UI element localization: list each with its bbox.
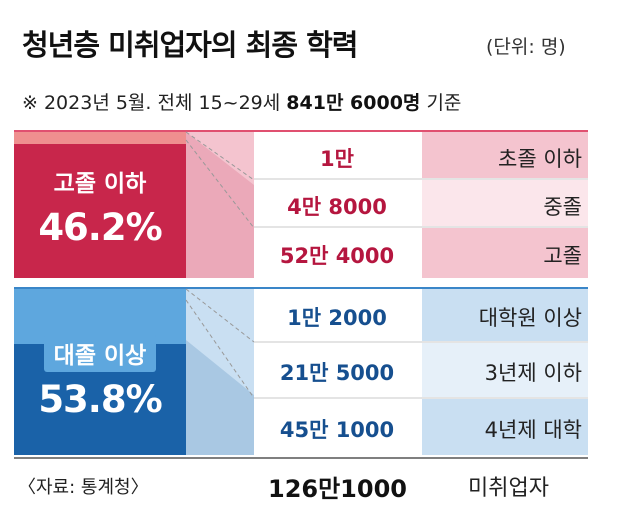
blue-cat-row-3 — [422, 399, 588, 455]
total-value: 126만1000 — [268, 475, 407, 503]
category-red-3: 고졸 — [543, 244, 582, 268]
value-blue-1: 1만 2000 — [287, 306, 387, 330]
red-group-bar — [14, 132, 186, 278]
red-group-topstrip — [14, 132, 186, 144]
value-blue-2: 21만 5000 — [279, 361, 395, 385]
category-blue-3: 4년제 대학 — [484, 418, 582, 442]
blue-dash-1 — [185, 288, 255, 343]
subtitle-suffix: 기준 — [420, 92, 462, 114]
red-dash-2 — [185, 139, 255, 229]
unit-label: (단위: 명) — [486, 36, 566, 58]
blue-values-col — [254, 289, 420, 455]
chart-title: 청년층 미취업자의 최종 학력 — [22, 28, 358, 62]
value-red-1: 1만 — [320, 147, 354, 171]
subtitle: ※ 2023년 5월. 전체 15~29세 841만 6000명 기준 — [22, 88, 461, 115]
red-connector-dark — [186, 132, 254, 278]
category-red-1: 초졸 이하 — [498, 147, 582, 171]
subtitle-prefix: ※ 2023년 5월. 전체 15~29세 — [22, 92, 287, 114]
red-cat-row-1 — [422, 132, 588, 178]
group-red-label: 고졸 이하 — [43, 161, 157, 200]
source-note: 〈자료: 통계청〉 — [18, 477, 149, 498]
total-label: 미취업자 — [468, 476, 549, 501]
group-blue-share: 53.8% — [38, 377, 162, 421]
category-blue-2: 3년제 이하 — [484, 361, 582, 385]
value-red-3: 52만 4000 — [279, 244, 395, 268]
blue-connector-dark — [186, 340, 254, 455]
red-cat-row-2 — [422, 180, 588, 226]
group-red-box: 고졸 이하 46.2% — [14, 140, 186, 270]
group-blue-label: 대졸 이상 — [43, 333, 157, 372]
value-blue-3: 45만 1000 — [279, 418, 395, 442]
blue-dash-2 — [185, 299, 255, 399]
category-red-2: 중졸 — [543, 195, 582, 219]
red-values-col — [254, 132, 420, 278]
value-red-2: 4만 8000 — [287, 195, 387, 219]
subtitle-total: 841만 6000명 — [286, 92, 421, 114]
red-top-line — [14, 130, 588, 132]
blue-cat-row-2 — [422, 343, 588, 397]
group-blue-box: 대졸 이상 53.8% — [14, 318, 186, 436]
group-red-share: 46.2% — [38, 205, 162, 249]
blue-cat-row-1 — [422, 289, 588, 341]
category-blue-1: 대학원 이상 — [478, 306, 582, 330]
red-cat-row-3 — [422, 228, 588, 278]
blue-top-line — [14, 287, 588, 289]
